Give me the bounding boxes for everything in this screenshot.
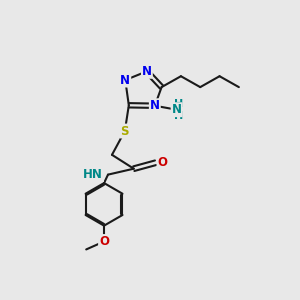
Text: H: H <box>174 111 183 121</box>
Text: H: H <box>174 99 183 109</box>
Text: HN: HN <box>83 168 103 181</box>
Text: S: S <box>121 124 129 137</box>
Text: N: N <box>172 103 182 116</box>
Text: O: O <box>158 156 167 169</box>
Text: N: N <box>142 65 152 78</box>
Text: N: N <box>120 74 130 87</box>
Text: N: N <box>150 99 160 112</box>
Text: O: O <box>99 235 109 248</box>
